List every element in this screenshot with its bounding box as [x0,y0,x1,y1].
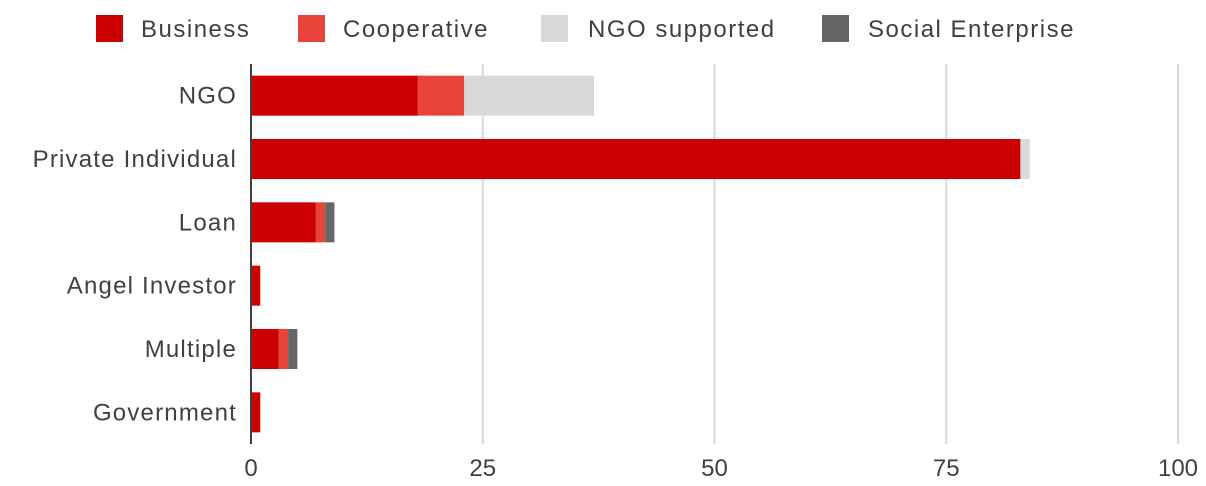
bar-multiple-business [251,329,279,369]
legend-label-business: Business [141,16,250,43]
gridlines [481,64,1179,444]
bar-loan-social-enterprise [325,202,335,243]
category-label-private-individual: Private Individual [33,146,237,173]
x-tick-label-25: 25 [469,455,496,481]
legend-label-social-enterprise: Social Enterprise [868,16,1075,43]
legend-item-social-enterprise: Social Enterprise [822,15,1075,43]
category-label-multiple: Multiple [145,336,237,363]
bar-private-individual-ngo-supported [1020,139,1030,179]
x-tick-label-50: 50 [701,455,728,481]
legend-label-cooperative: Cooperative [343,16,489,43]
category-label-government: Government [93,399,237,426]
category-label-ngo: NGO [179,83,237,110]
bar-multiple-cooperative [278,329,289,369]
legend-label-ngo-supported: NGO supported [588,16,776,43]
legend-item-cooperative: Cooperative [298,15,489,43]
x-tick-label-100: 100 [1158,455,1198,481]
legend-swatch-business [96,15,123,42]
bar-government-business [251,392,261,433]
legend: Business Cooperative NGO supported Social E… [96,15,1075,43]
bar-loan-cooperative [315,202,326,243]
bar-ngo-ngo-supported [464,75,594,116]
legend-item-ngo-supported: NGO supported [541,15,776,43]
bars [251,75,1030,433]
legend-swatch-cooperative [298,15,325,42]
category-label-loan: Loan [179,209,237,236]
bar-multiple-social-enterprise [288,329,298,369]
bar-loan-business [251,202,316,243]
bar-angel-investor-business [251,265,261,306]
bar-ngo-business [251,75,418,116]
x-tick-labels: 0 25 50 75 100 [244,455,1198,482]
bar-private-individual-business [251,139,1021,179]
legend-item-business: Business [96,15,250,43]
x-tick-label-0: 0 [244,455,257,481]
x-tick-label-75: 75 [933,455,960,481]
category-label-angel-investor: Angel Investor [67,273,237,300]
legend-swatch-ngo-supported [541,15,568,42]
legend-swatch-social-enterprise [822,15,849,42]
category-labels: NGO Private Individual Loan Angel Investor M… [33,83,237,427]
bar-ngo-cooperative [417,75,465,116]
